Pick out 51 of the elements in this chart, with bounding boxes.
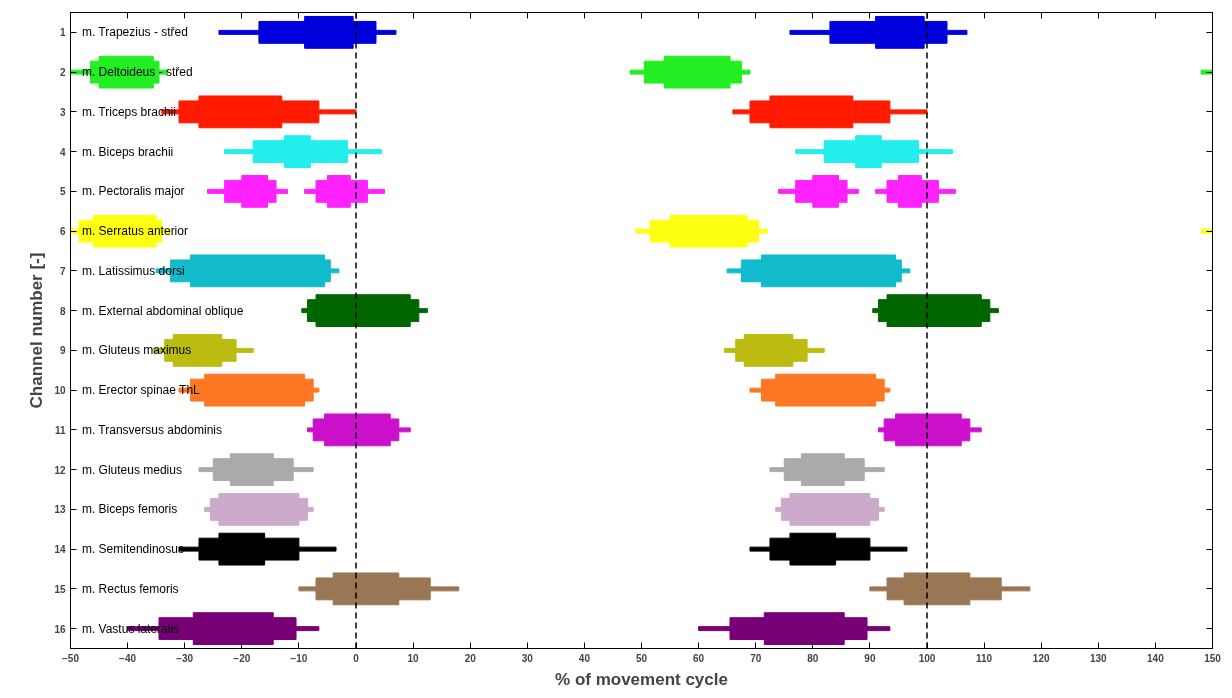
y-tick-label: 5 — [59, 186, 66, 198]
annotation: m. Trapezius - střed — [81, 25, 188, 40]
x-tick-label: 40 — [578, 652, 591, 664]
x-tick-label: 10 — [407, 652, 420, 664]
y-tick-label: 14 — [54, 544, 66, 556]
y-tick-label: 15 — [54, 583, 66, 595]
x-tick-label: 80 — [807, 652, 819, 664]
annotation: m. Latissimus dorsi — [81, 263, 185, 278]
annotation: m. Rectus femoris — [81, 581, 179, 596]
annotation: m. Erector spinae ThL — [81, 383, 201, 398]
y-tick-label: 3 — [59, 106, 66, 118]
annotation: m. Vastus lateralis — [81, 621, 180, 636]
x-tick-label: 140 — [1147, 652, 1165, 664]
x-tick-label: 130 — [1089, 652, 1108, 664]
y-tick-label: 12 — [54, 464, 66, 476]
annotation: m. Gluteus medius — [81, 462, 182, 477]
y-tick-label: 8 — [59, 305, 66, 317]
x-tick-label: 150 — [1204, 652, 1222, 664]
x-tick-label: −30 — [176, 652, 194, 664]
y-axis-title: Channel number [-] — [27, 252, 47, 409]
x-tick-label: 110 — [976, 652, 993, 664]
annotation: m. Transversus abdominis — [81, 422, 222, 437]
y-tick-label: 2 — [59, 67, 66, 79]
y-tick-label: 6 — [59, 226, 66, 238]
x-tick-label: 20 — [464, 652, 477, 664]
y-tick-label: 1 — [59, 27, 66, 39]
y-tick-label: 11 — [54, 424, 66, 436]
annotation: m. Triceps brachii — [81, 104, 176, 119]
annotation: m. Biceps femoris — [81, 502, 178, 517]
y-tick-label: 10 — [54, 385, 66, 397]
x-tick-label: −10 — [290, 652, 308, 664]
x-tick-label: −20 — [233, 652, 251, 664]
x-tick-label: 30 — [521, 652, 534, 664]
x-tick-label: −50 — [62, 652, 80, 664]
x-tick-label: −40 — [119, 652, 137, 664]
x-tick-label: 0 — [353, 652, 360, 664]
y-tick-label: 13 — [54, 504, 66, 516]
x-tick-label: 70 — [750, 652, 762, 664]
y-tick-label: 4 — [59, 146, 66, 158]
x-tick-label: 120 — [1032, 652, 1050, 664]
x-tick-label: 60 — [693, 652, 705, 664]
y-tick-label: 9 — [59, 345, 66, 357]
x-tick-label: 50 — [635, 652, 648, 664]
y-tick-label: 16 — [54, 623, 66, 635]
annotation: m. Biceps brachii — [81, 144, 174, 159]
annotation: m. Pectoralis major — [81, 184, 185, 199]
x-tick-label: 90 — [864, 652, 876, 664]
x-tick-label: 100 — [918, 652, 936, 664]
y-tick-label: 7 — [59, 265, 66, 277]
annotation: m. External abdominal oblique — [81, 303, 244, 318]
x-axis-title: % of movement cycle — [555, 669, 728, 689]
